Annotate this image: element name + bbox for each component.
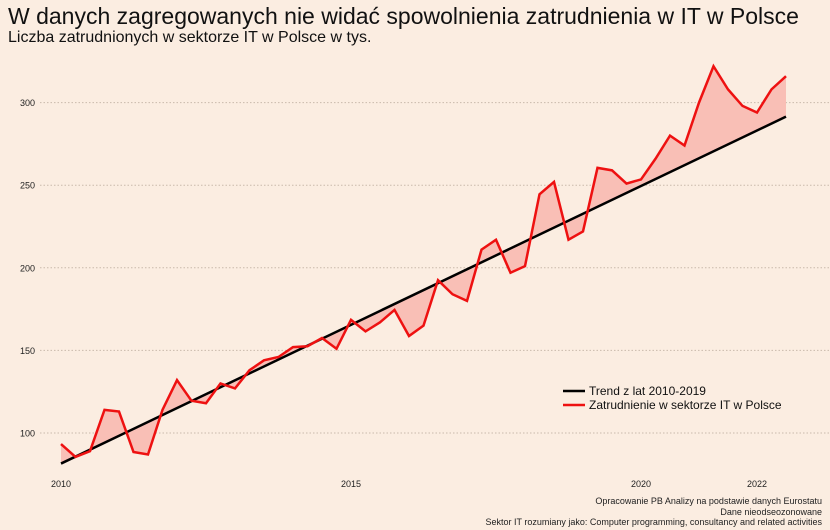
- y-tick-label: 200: [20, 263, 35, 273]
- caption-definition: Sektor IT rozumiany jako: Computer progr…: [485, 517, 823, 527]
- chart-caption: Opracowanie PB Analizy na podstawie dany…: [486, 496, 823, 528]
- chart-title: W danych zagregowanych nie widać spowoln…: [8, 3, 799, 29]
- x-tick-label: 2015: [341, 479, 361, 489]
- chart-subtitle: Liczba zatrudnionych w sektorze IT w Pol…: [8, 29, 372, 46]
- x-tick-label: 2022: [747, 479, 767, 489]
- caption-note: Dane nieodseozonowane: [720, 506, 822, 517]
- legend-label-trend: Trend z lat 2010-2019: [589, 384, 706, 398]
- y-tick-label: 300: [20, 98, 35, 108]
- gap-area: [61, 66, 786, 464]
- legend-label-employment: Zatrudnienie w sektorze IT w Polsce: [589, 398, 782, 412]
- y-tick-label: 150: [20, 346, 35, 356]
- caption-source: Opracowanie PB Analizy na podstawie dany…: [595, 496, 822, 506]
- x-tick-label: 2020: [631, 479, 651, 489]
- y-tick-label: 250: [20, 181, 35, 191]
- x-tick-label: 2010: [51, 479, 71, 489]
- trend-line: [60, 115, 787, 465]
- y-tick-label: 100: [20, 429, 35, 439]
